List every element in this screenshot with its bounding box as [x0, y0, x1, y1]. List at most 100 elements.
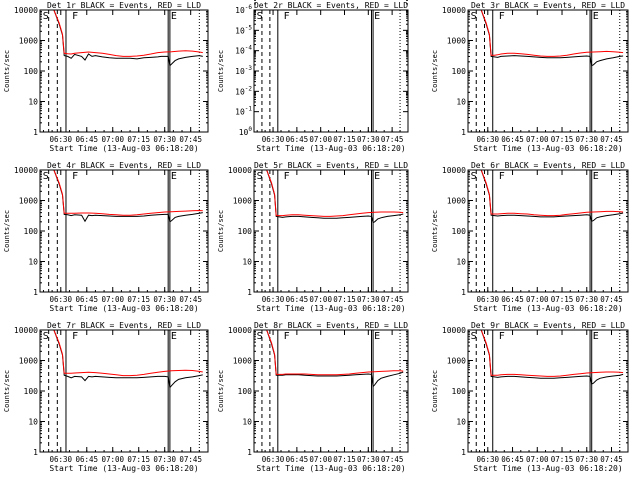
x-tick-label: 07:00	[309, 135, 332, 144]
x-tick-label: 07:00	[309, 455, 332, 464]
y-axis-label: Counts/sec	[217, 50, 225, 92]
x-tick-label: 07:30	[357, 135, 380, 144]
x-axis-label: Start Time (13-Aug-03 06:18:20)	[256, 144, 405, 153]
x-tick-label: 06:30	[49, 295, 72, 304]
lld-series-line	[468, 9, 624, 57]
x-tick-label: 06:30	[477, 455, 500, 464]
marker-label: S	[43, 331, 49, 342]
x-tick-label: 07:00	[526, 455, 549, 464]
events-series-line	[468, 169, 624, 222]
x-axis-label: Start Time (13-Aug-03 06:18:20)	[49, 464, 198, 473]
panel-title: Det 6r BLACK = Events, RED = LLD	[471, 161, 625, 170]
plot-frame	[467, 9, 629, 133]
x-tick-label: 07:15	[333, 295, 356, 304]
y-tick-label: 1000	[19, 37, 38, 46]
lld-series-line	[468, 169, 624, 217]
x-tick-label: 07:45	[179, 455, 202, 464]
x-tick-label: 07:45	[381, 295, 404, 304]
x-tick-label: 06:45	[75, 455, 98, 464]
marker-label: F	[499, 11, 505, 22]
marker-label: E	[374, 171, 380, 182]
y-axis-label: Counts/sec	[431, 50, 439, 92]
x-tick-label: 07:30	[357, 295, 380, 304]
x-tick-label: 06:45	[75, 135, 98, 144]
x-tick-label: 07:00	[101, 455, 124, 464]
x-tick-label: 06:45	[286, 455, 309, 464]
y-tick-label: 10-5	[235, 24, 252, 35]
y-tick-label: 100	[452, 67, 467, 76]
x-tick-label: 07:30	[153, 455, 176, 464]
y-tick-label: 10-2	[235, 85, 252, 96]
x-tick-label: 07:15	[127, 295, 150, 304]
panel-title: Det 3r BLACK = Events, RED = LLD	[471, 1, 625, 10]
y-tick-label: 1000	[19, 357, 38, 366]
y-tick-label: 10	[456, 258, 466, 267]
x-tick-label: 07:15	[551, 455, 574, 464]
marker-label: F	[499, 331, 505, 342]
lld-series-line	[254, 169, 404, 217]
marker-label: E	[171, 331, 177, 342]
y-tick-label: 10000	[442, 166, 466, 175]
y-tick-label: 1	[461, 128, 466, 137]
plot-frame	[467, 169, 629, 293]
y-axis-label: Counts/sec	[217, 210, 225, 252]
x-tick-label: 07:30	[575, 455, 598, 464]
y-axis-label: Counts/sec	[431, 370, 439, 412]
lld-series-line	[468, 329, 624, 377]
x-tick-label: 07:15	[127, 135, 150, 144]
x-tick-label: 07:30	[357, 455, 380, 464]
marker-label: E	[374, 11, 380, 22]
events-series-line	[468, 329, 624, 385]
y-tick-label: 10000	[442, 6, 466, 15]
marker-label: E	[374, 331, 380, 342]
events-series-line	[468, 9, 624, 67]
x-axis-label: Start Time (13-Aug-03 06:18:20)	[256, 464, 405, 473]
y-tick-label: 100	[24, 387, 39, 396]
plot-frame	[39, 329, 209, 453]
x-tick-label: 06:45	[501, 295, 524, 304]
panel-title: Det 8r BLACK = Events, RED = LLD	[254, 321, 408, 330]
x-tick-label: 06:30	[262, 135, 285, 144]
panel-title: Det 4r BLACK = Events, RED = LLD	[47, 161, 201, 170]
panel-title: Det 7r BLACK = Events, RED = LLD	[47, 321, 201, 330]
marker-label: S	[471, 11, 477, 22]
y-tick-label: 10000	[14, 6, 38, 15]
marker-label: E	[593, 171, 599, 182]
x-tick-label: 07:30	[575, 135, 598, 144]
x-tick-label: 06:45	[501, 135, 524, 144]
y-tick-label: 1	[33, 448, 38, 457]
plot-frame	[39, 169, 209, 293]
x-axis-label: Start Time (13-Aug-03 06:18:20)	[256, 304, 405, 313]
y-tick-label: 100	[24, 67, 39, 76]
y-tick-label: 1	[247, 448, 252, 457]
lld-series-line	[254, 329, 404, 376]
y-tick-label: 1000	[447, 357, 466, 366]
x-tick-label: 07:45	[179, 135, 202, 144]
x-tick-label: 07:15	[333, 135, 356, 144]
x-tick-label: 06:45	[286, 135, 309, 144]
y-tick-label: 10	[28, 258, 38, 267]
x-tick-label: 07:45	[600, 295, 623, 304]
y-tick-label: 100	[239, 126, 253, 137]
panel-title: Det 9r BLACK = Events, RED = LLD	[471, 321, 625, 330]
x-axis-label: Start Time (13-Aug-03 06:18:20)	[473, 304, 622, 313]
marker-label: S	[471, 171, 477, 182]
marker-label: F	[284, 171, 290, 182]
y-tick-label: 100	[238, 227, 253, 236]
y-axis-label: Counts/sec	[3, 50, 11, 92]
y-tick-label: 10	[242, 258, 252, 267]
x-tick-label: 06:45	[286, 295, 309, 304]
x-tick-label: 07:15	[551, 135, 574, 144]
x-tick-label: 07:30	[575, 295, 598, 304]
y-tick-label: 10	[456, 418, 466, 427]
y-tick-label: 100	[452, 227, 467, 236]
x-axis-label: Start Time (13-Aug-03 06:18:20)	[49, 304, 198, 313]
y-axis-label: Counts/sec	[431, 210, 439, 252]
